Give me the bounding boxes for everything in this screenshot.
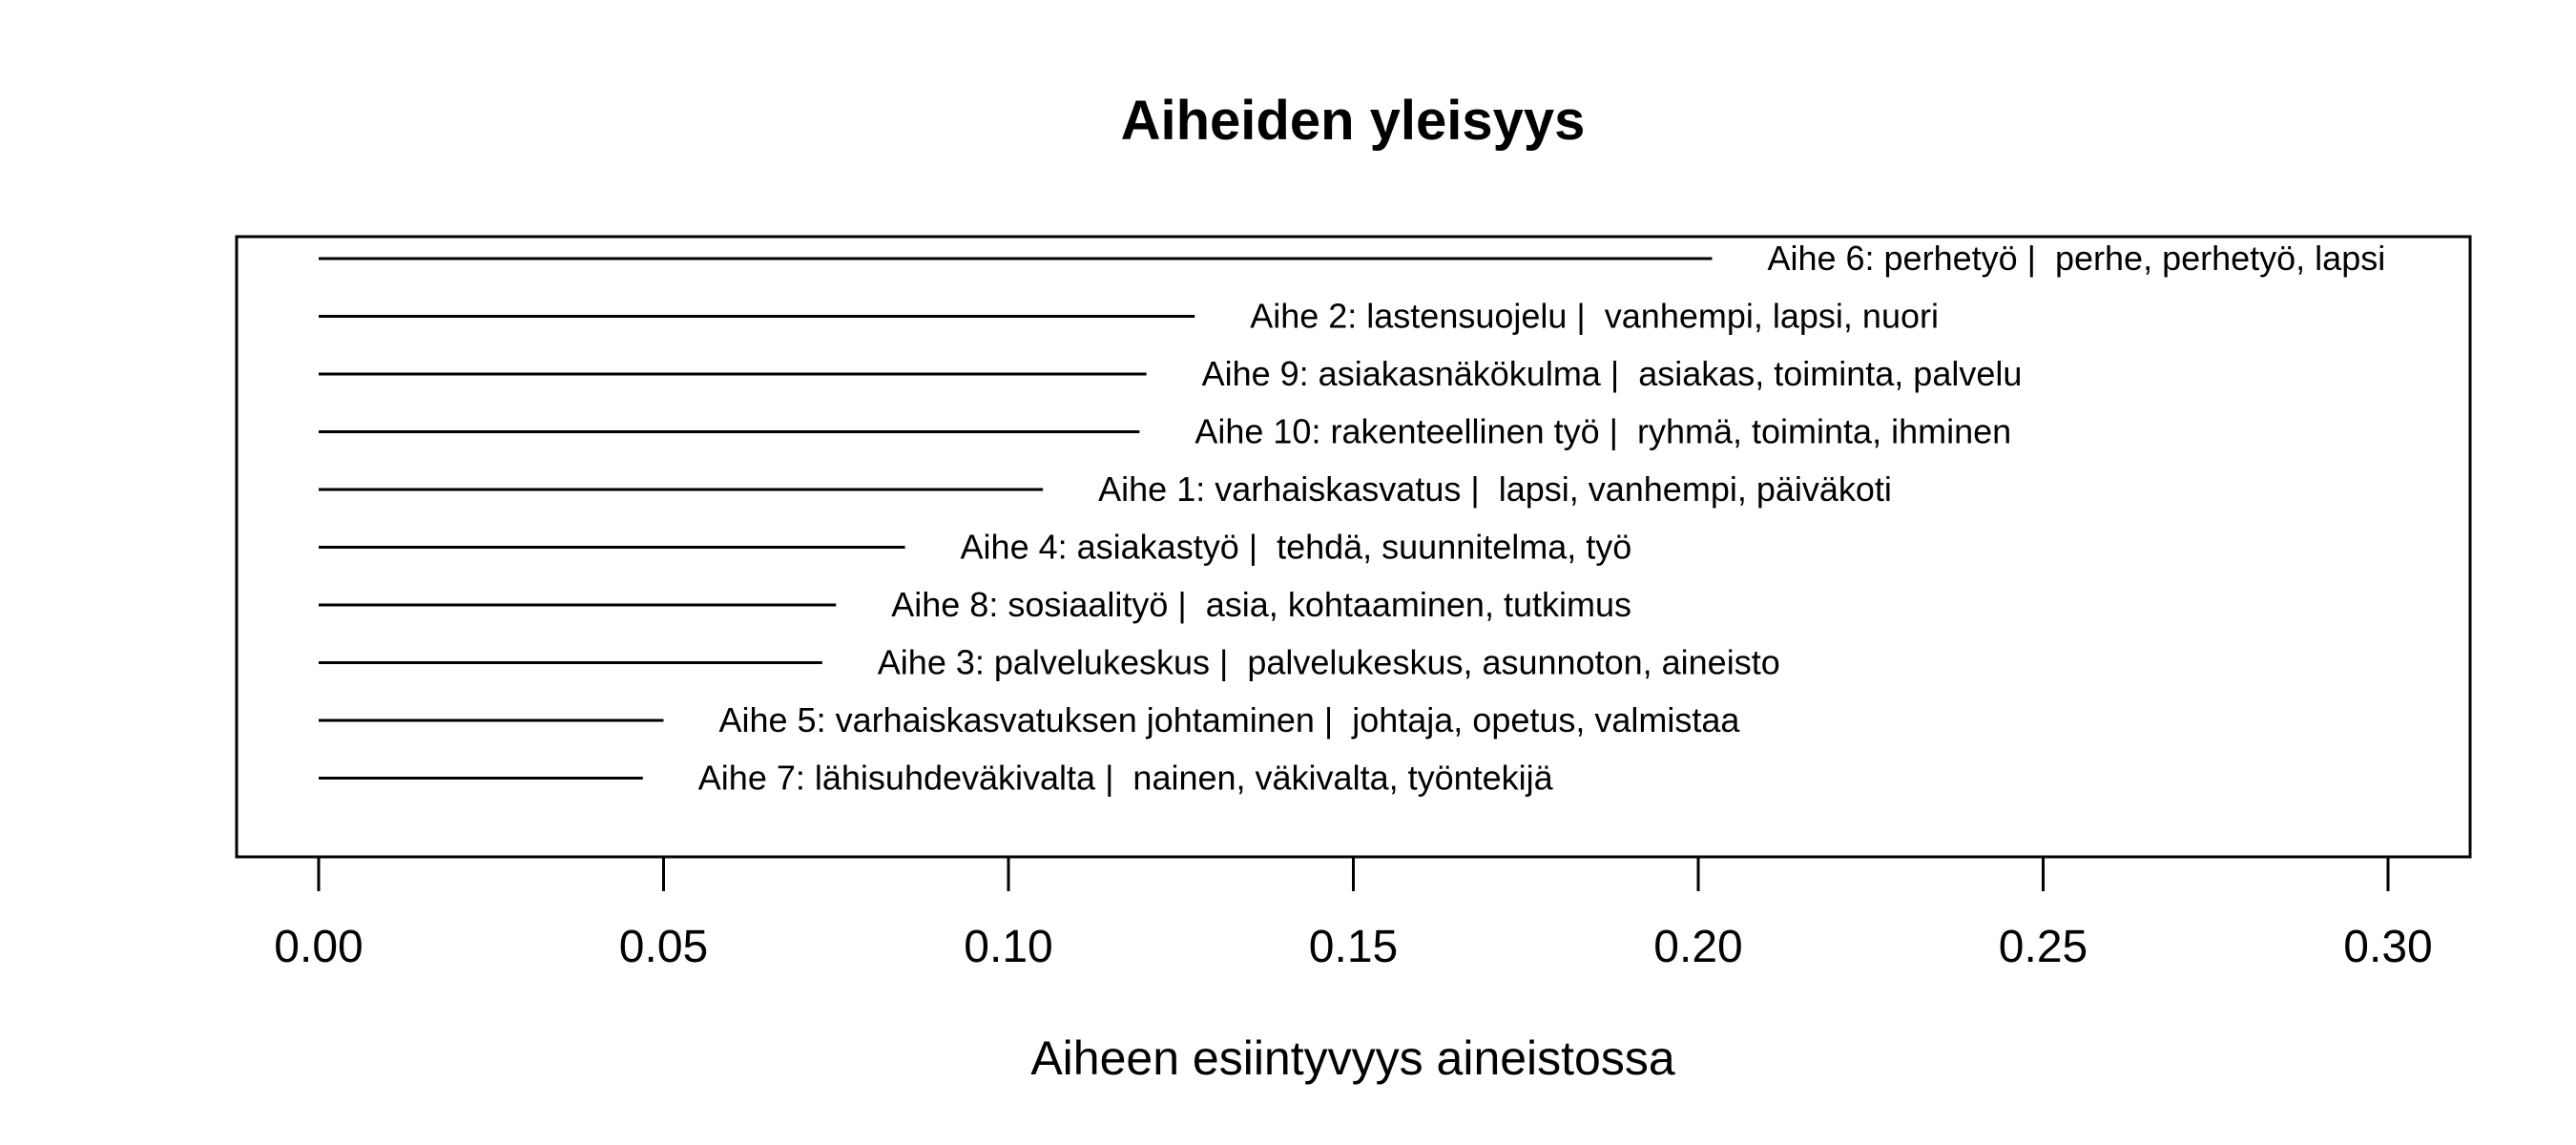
bar-label: Aihe 6: perhetyö | perhe, perhetyö, laps…	[1767, 239, 2385, 278]
bar-label: Aihe 3: palvelukeskus | palvelukeskus, a…	[878, 643, 1780, 682]
x-tick-label: 0.25	[1999, 922, 2088, 972]
chart-title: Aiheiden yleisyys	[1121, 90, 1586, 152]
bar-label: Aihe 9: asiakasnäkökulma | asiakas, toim…	[1202, 354, 2023, 393]
x-tick-label: 0.00	[274, 922, 363, 972]
x-axis: 0.00 0.05 0.10 0.15 0.20 0.25 0.30	[274, 855, 2433, 972]
bar-label: Aihe 1: varhaiskasvatus | lapsi, vanhemp…	[1098, 469, 1892, 509]
bar-label: Aihe 4: asiakastyö | tehdä, suunnitelma,…	[961, 528, 1632, 567]
x-tick-label: 0.30	[2343, 922, 2432, 972]
bar-label: Aihe 5: varhaiskasvatuksen johtaminen | …	[719, 700, 1741, 739]
bar-label: Aihe 8: sosiaalityö | asia, kohtaaminen,…	[891, 585, 1631, 624]
x-tick-label: 0.15	[1309, 922, 1398, 972]
x-tick-label: 0.05	[619, 922, 708, 972]
bar-label: Aihe 10: rakenteellinen työ | ryhmä, toi…	[1195, 412, 2011, 451]
x-tick-label: 0.20	[1653, 922, 1742, 972]
bar-label: Aihe 2: lastensuojelu | vanhempi, lapsi,…	[1250, 297, 1939, 336]
x-tick-label: 0.10	[964, 922, 1052, 972]
x-axis-label: Aiheen esiintyvyys aineistossa	[1030, 1031, 1675, 1085]
bars-group: Aihe 6: perhetyö | perhe, perhetyö, laps…	[319, 239, 2385, 798]
bar-label: Aihe 7: lähisuhdeväkivalta | nainen, väk…	[698, 759, 1554, 798]
